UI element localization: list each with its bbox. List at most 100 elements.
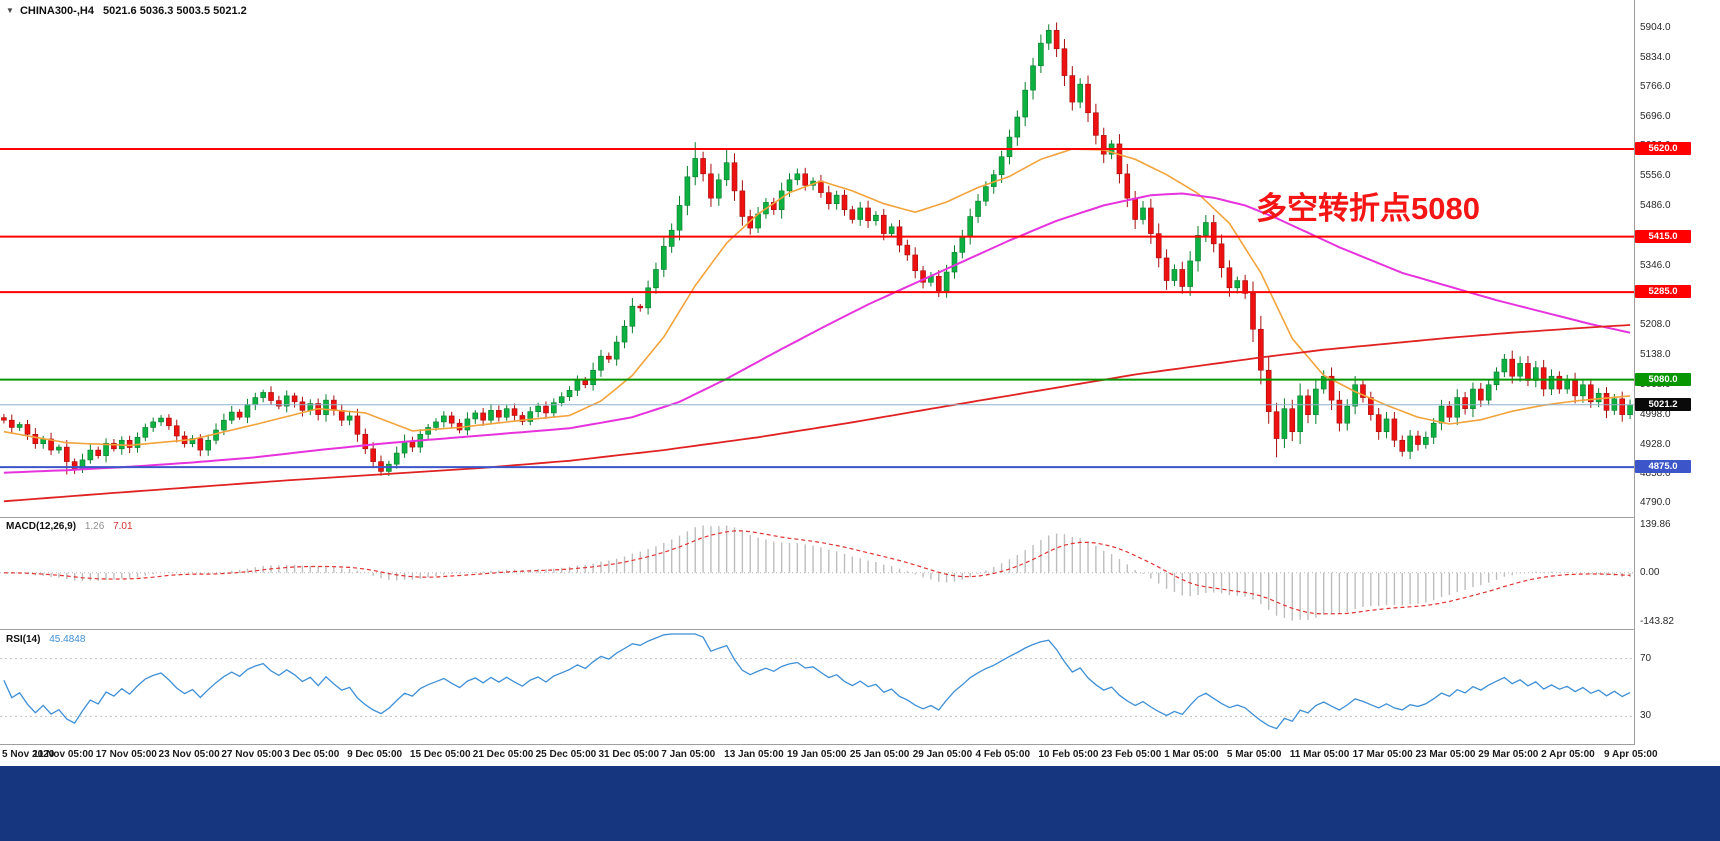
rsi-panel-canvas[interactable] bbox=[0, 631, 1634, 744]
panel-separator[interactable] bbox=[0, 517, 1720, 518]
candle bbox=[1375, 414, 1382, 433]
candle bbox=[323, 399, 329, 415]
candle bbox=[951, 252, 958, 273]
candle bbox=[1328, 375, 1335, 401]
candle bbox=[1210, 222, 1217, 245]
candle bbox=[1485, 384, 1492, 401]
candle bbox=[111, 442, 117, 450]
axis-tick-label: 5696.0 bbox=[1640, 110, 1671, 122]
x-axis-label: 9 Dec 05:00 bbox=[347, 749, 403, 760]
candle bbox=[103, 442, 109, 456]
candle bbox=[606, 355, 612, 360]
candle bbox=[880, 214, 887, 234]
candle bbox=[1564, 380, 1571, 390]
candle bbox=[1297, 395, 1303, 433]
candle bbox=[1289, 408, 1296, 433]
candle bbox=[786, 179, 793, 192]
price-line-badge: 5285.0 bbox=[1635, 285, 1691, 299]
candle bbox=[1478, 388, 1484, 401]
candle bbox=[912, 254, 918, 272]
x-axis-label: 5 Mar 05:00 bbox=[1226, 749, 1282, 760]
price-chart-canvas[interactable] bbox=[0, 0, 1634, 517]
macd-panel-canvas[interactable] bbox=[0, 519, 1634, 629]
candle bbox=[1179, 269, 1186, 287]
candle bbox=[975, 200, 981, 217]
x-axis-label: 25 Dec 05:00 bbox=[535, 749, 597, 760]
candle bbox=[142, 427, 149, 438]
candle bbox=[32, 433, 39, 444]
x-axis-label: 10 Feb 05:00 bbox=[1038, 749, 1099, 760]
candle bbox=[16, 424, 23, 428]
ma-fast-orange bbox=[3, 148, 1631, 447]
candle bbox=[95, 449, 101, 456]
candle bbox=[1313, 388, 1319, 415]
ma-mid-magenta bbox=[3, 192, 1631, 474]
x-axis-label: 11 Nov 05:00 bbox=[32, 749, 94, 760]
candle bbox=[818, 180, 824, 193]
axis-tick-label: 5138.0 bbox=[1640, 348, 1671, 360]
x-axis-label: 4 Feb 05:00 bbox=[975, 749, 1031, 760]
x-axis-label: 2 Apr 05:00 bbox=[1541, 749, 1595, 760]
x-axis-label: 23 Feb 05:00 bbox=[1101, 749, 1162, 760]
candle bbox=[1352, 384, 1358, 407]
axis-tick-label: 5346.0 bbox=[1640, 260, 1671, 272]
x-axis-label: 29 Jan 05:00 bbox=[912, 749, 973, 760]
candle bbox=[1, 417, 7, 421]
candle bbox=[1580, 384, 1586, 397]
price-line-badge: 5415.0 bbox=[1635, 229, 1691, 243]
candle bbox=[716, 179, 722, 199]
candle bbox=[873, 214, 879, 222]
current-price-badge: 5021.2 bbox=[1635, 397, 1691, 411]
candle bbox=[543, 405, 549, 414]
x-axis-label: 5 Nov 2020 bbox=[2, 749, 55, 760]
candle bbox=[158, 417, 164, 423]
candle bbox=[1517, 363, 1523, 377]
x-axis-label: 15 Dec 05:00 bbox=[409, 749, 471, 760]
candle bbox=[621, 325, 628, 343]
x-axis-label: 23 Nov 05:00 bbox=[158, 749, 220, 760]
candle bbox=[205, 439, 211, 451]
axis-tick-label: 4928.0 bbox=[1640, 438, 1671, 450]
macd-signal-value: 7.01 bbox=[113, 521, 133, 532]
candle bbox=[1242, 280, 1248, 294]
candle bbox=[1462, 397, 1468, 409]
candle bbox=[1533, 367, 1539, 381]
candle bbox=[1360, 384, 1366, 398]
rsi-name: RSI(14) bbox=[6, 634, 41, 645]
candle bbox=[276, 400, 282, 407]
candle bbox=[425, 427, 431, 435]
x-axis-label: 17 Mar 05:00 bbox=[1352, 749, 1413, 760]
candle bbox=[1501, 358, 1508, 373]
panel-separator[interactable] bbox=[0, 629, 1720, 630]
candle bbox=[1383, 418, 1390, 433]
candle bbox=[150, 421, 156, 428]
candle bbox=[228, 411, 235, 421]
x-axis-label: 29 Mar 05:00 bbox=[1478, 749, 1539, 760]
candle bbox=[1093, 112, 1099, 136]
candle bbox=[653, 269, 659, 289]
candle bbox=[24, 424, 31, 435]
chart-title: ▼ CHINA300-,H4 5021.6 5036.3 5003.5 5021… bbox=[6, 5, 247, 17]
candle bbox=[1603, 392, 1610, 411]
candle bbox=[590, 369, 596, 386]
candle bbox=[857, 207, 864, 220]
symbol-marker-icon: ▼ bbox=[6, 6, 14, 15]
candle bbox=[1226, 267, 1233, 289]
candle bbox=[833, 194, 840, 205]
candle bbox=[472, 412, 479, 420]
candle bbox=[1344, 405, 1351, 424]
candle bbox=[48, 438, 54, 451]
taskbar[interactable] bbox=[0, 766, 1720, 841]
candle bbox=[56, 446, 62, 451]
candle bbox=[236, 411, 243, 418]
candle bbox=[888, 226, 895, 234]
candle bbox=[1006, 136, 1013, 158]
candle bbox=[221, 419, 227, 431]
candle bbox=[503, 408, 510, 418]
candle bbox=[1250, 293, 1256, 330]
time-axis[interactable]: 5 Nov 2020 11 Nov 05:00 17 Nov 05:00 23 Nov… bbox=[0, 746, 1720, 766]
candle bbox=[1587, 384, 1594, 403]
price-axis[interactable]: 5904.05834.05766.05696.05626.05556.05486… bbox=[1634, 0, 1720, 745]
axis-tick-label: 5766.0 bbox=[1640, 80, 1671, 92]
candle bbox=[448, 415, 455, 424]
